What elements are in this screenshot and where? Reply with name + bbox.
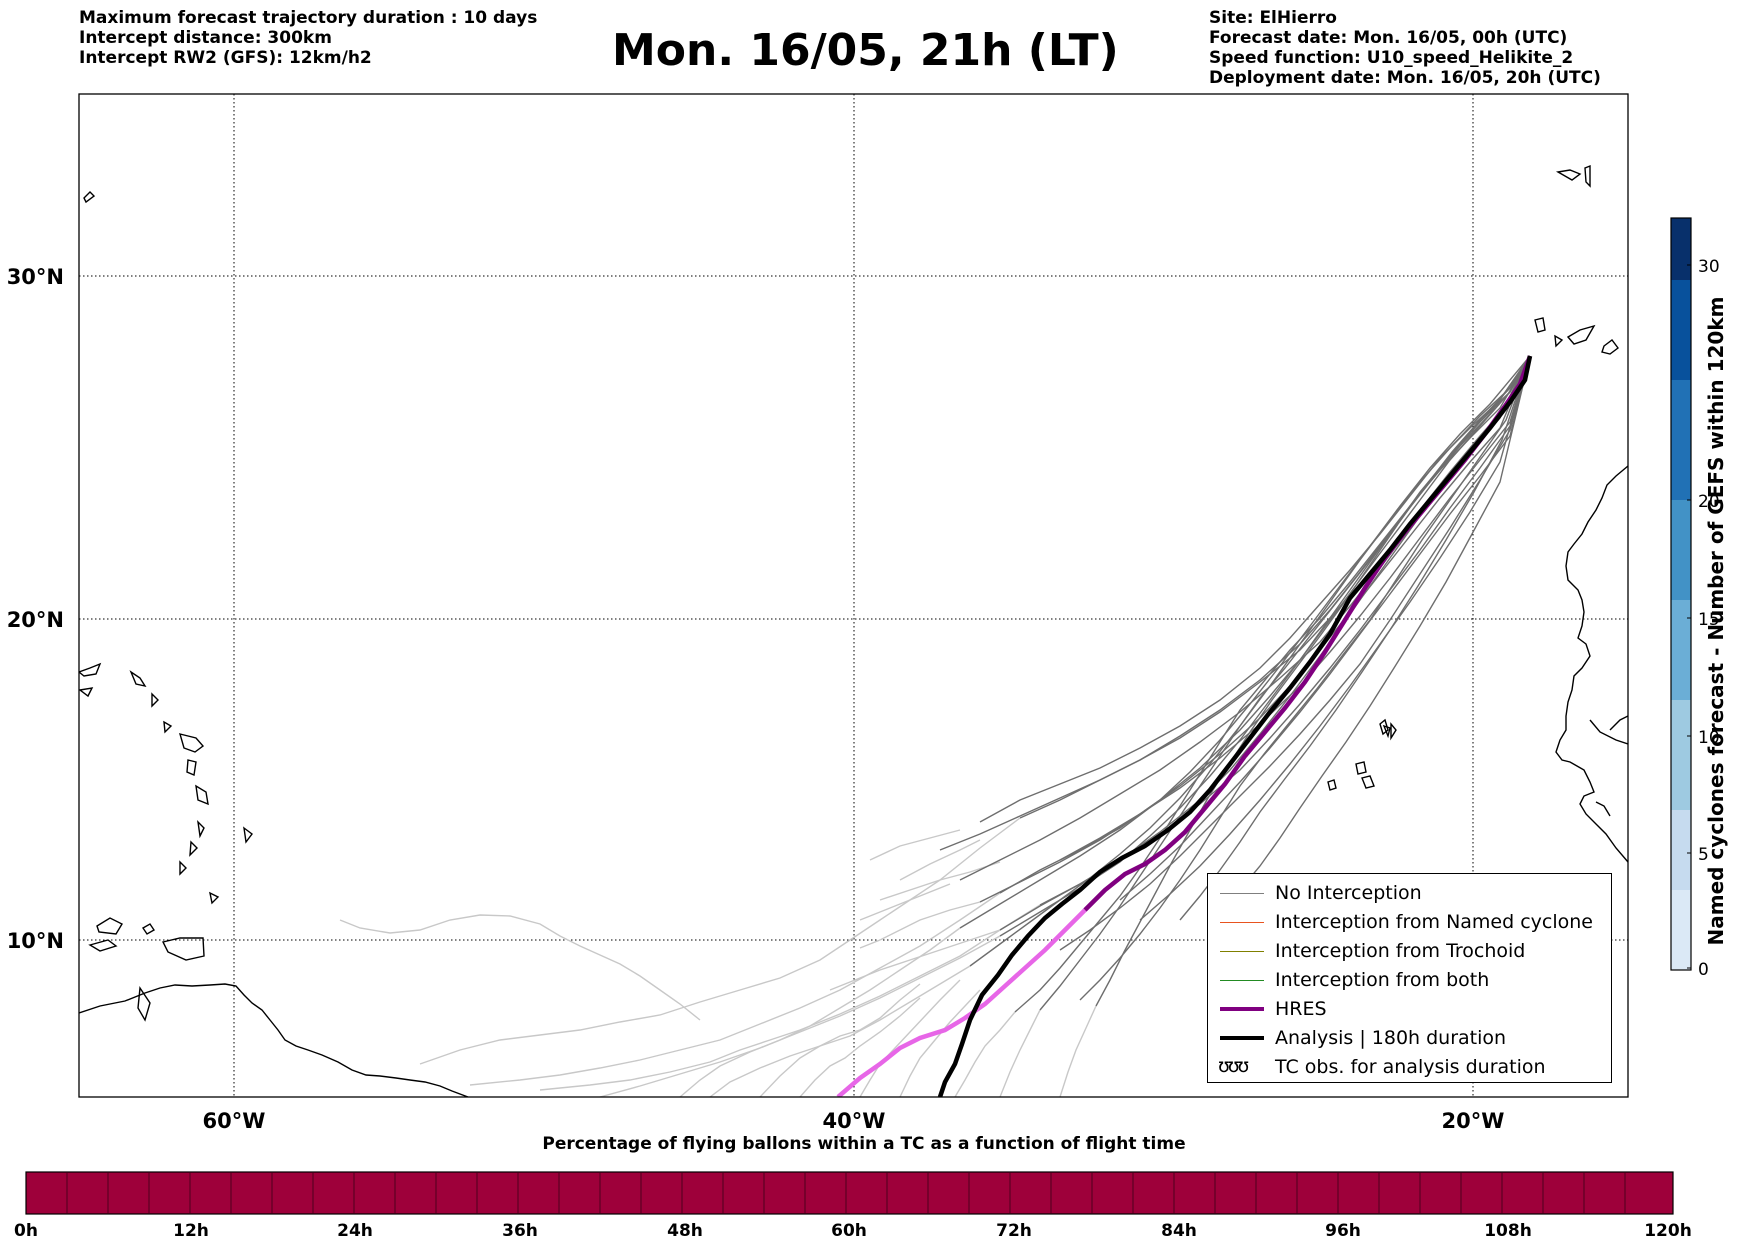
forecast-date-text: Forecast date: Mon. 16/05, 00h (UTC) [1209,28,1568,48]
lat-label-10n: 10°N [7,929,64,953]
legend-label: Analysis | 180h duration [1275,1027,1507,1049]
time-tick-60h: 60h [831,1221,867,1241]
time-tick-0h: 0h [14,1221,38,1241]
cbar-tick-10: 10 [1698,728,1720,748]
coastlines [79,164,1628,1097]
time-tick-120h: 120h [1644,1221,1692,1241]
ensemble-trajectories-light [339,817,1097,1097]
time-tick-48h: 48h [667,1221,703,1241]
cbar-tick-15: 15 [1698,610,1720,630]
deployment-date-text: Deployment date: Mon. 16/05, 20h (UTC) [1209,68,1601,88]
speed-function-text: Speed function: U10_speed_Helikite_2 [1209,48,1574,68]
legend-item-tc-obs: ʊʊʊ TC obs. for analysis duration [1214,1053,1611,1082]
legend-item-trochoid: Interception from Trochoid [1214,937,1611,966]
colorbar-bottom-title: Percentage of flying ballons within a TC… [542,1134,1186,1154]
legend-swatch [1220,1007,1264,1011]
map-frame [78,93,1629,1098]
legend-label: HRES [1275,998,1327,1020]
time-tick-84h: 84h [1161,1221,1197,1241]
legend-item-both: Interception from both [1214,966,1611,995]
legend-item-named-cyclone: Interception from Named cyclone [1214,908,1611,937]
time-tick-96h: 96h [1325,1221,1361,1241]
cbar-tick-5: 5 [1698,845,1709,865]
max-duration-text: Maximum forecast trajectory duration : 1… [79,8,538,28]
colorbar-right: 0 5 10 15 20 30 [1670,217,1720,980]
colorbar-bottom: 0h 12h 24h 36h 48h 60h 72h 84h 96h 108h … [14,1171,1692,1241]
legend-label: Interception from Named cyclone [1275,911,1593,933]
coastline-trinidad [161,937,205,961]
lat-label-30n: 30°N [7,265,64,289]
cbar-tick-0: 0 [1698,960,1709,980]
site-text: Site: ElHierro [1209,8,1337,28]
time-tick-108h: 108h [1484,1221,1532,1241]
time-tick-24h: 24h [337,1221,373,1241]
tc-obs-symbol-icon: ʊʊʊ [1218,1055,1249,1077]
cbar-tick-30: 30 [1698,257,1720,277]
header-right-info: Site: ElHierro Forecast date: Mon. 16/05… [1209,8,1601,88]
page-title: Mon. 16/05, 21h (LT) [612,25,1119,76]
lon-label-20w: 20°W [1442,1109,1505,1133]
intercept-rw2-text: Intercept RW2 (GFS): 12km/h2 [79,48,372,68]
header-left-info: Maximum forecast trajectory duration : 1… [79,8,537,68]
legend-swatch [1220,922,1264,923]
legend-item-no-interception: No Interception [1214,879,1611,908]
time-tick-12h: 12h [173,1221,209,1241]
lon-label-40w: 40°W [823,1109,886,1133]
lon-label-60w: 60°W [203,1109,266,1133]
ensemble-trajectories-dark [939,355,1531,1013]
time-tick-72h: 72h [996,1221,1032,1241]
legend-item-analysis: Analysis | 180h duration [1214,1024,1611,1053]
colorbar-right-label: Named cyclones forecast - Number of GEFS… [1704,296,1728,946]
lat-label-20n: 20°N [7,608,64,632]
analysis-trajectory [937,355,1533,1097]
map-gridlines [79,94,1628,1097]
legend-item-hres: HRES [1214,995,1611,1024]
legend-label: TC obs. for analysis duration [1275,1056,1546,1078]
legend-swatch [1220,980,1264,981]
legend-label: No Interception [1275,882,1422,904]
intercept-distance-text: Intercept distance: 300km [79,28,332,48]
hres-trajectory-early [836,908,1087,1097]
coastline-south-america [79,983,469,1097]
legend-swatch [1220,951,1264,952]
legend-label: Interception from Trochoid [1275,940,1526,962]
legend-swatch [1220,893,1264,894]
coastline-africa [1555,465,1628,863]
legend-swatch [1220,1036,1264,1040]
legend-label: Interception from both [1275,969,1490,991]
map-legend: No Interception Interception from Named … [1207,873,1612,1083]
cbar-tick-20: 20 [1698,492,1720,512]
time-tick-36h: 36h [502,1221,538,1241]
